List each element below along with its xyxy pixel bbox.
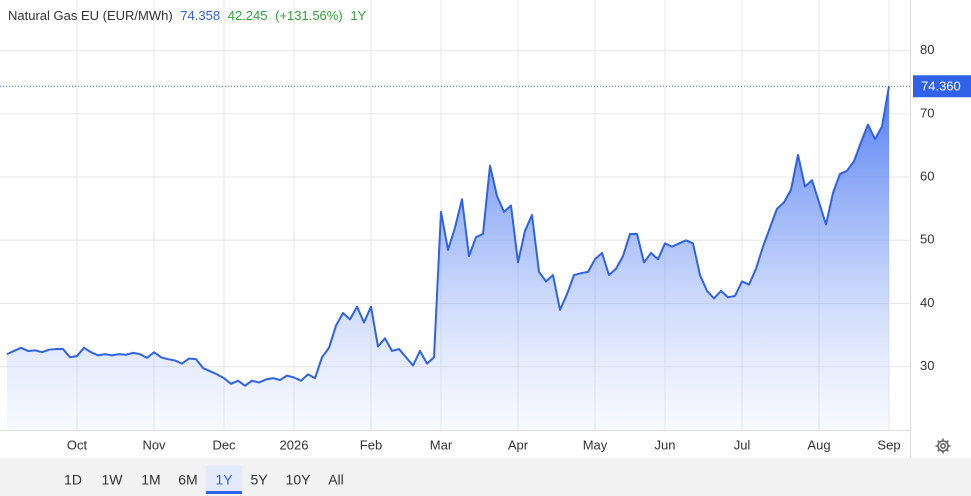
range-button[interactable]: All [328,472,344,488]
y-tick-label: 80 [920,42,934,57]
price-line [6,86,890,387]
x-tick-label: Nov [142,437,166,452]
x-tick-label: Aug [807,437,830,452]
y-tick-label: 30 [920,358,934,373]
header: Natural Gas EU (EUR/MWh) 74.358 42.245 (… [8,8,367,23]
y-tick-label: 70 [920,105,934,120]
area-fill [7,86,889,431]
x-tick-label: Mar [430,437,453,452]
range-button-underline [206,491,242,494]
range-button[interactable]: 1D [64,472,82,488]
header-price: 74.358 [180,8,220,23]
range-button[interactable]: 5Y [250,472,268,488]
x-tick-label: Apr [508,437,529,452]
x-tick-label: May [583,437,608,452]
x-tick-label: Jun [655,437,676,452]
settings-icon[interactable] [935,438,951,454]
x-tick-label: Oct [67,437,88,452]
x-tick-label: 2026 [280,437,309,452]
x-tick-label: Sep [877,437,900,452]
range-button[interactable]: 6M [178,472,197,488]
range-button[interactable]: 10Y [286,472,312,488]
last-price-box [913,75,971,98]
range-button[interactable]: 1M [141,472,160,488]
header-period: 1Y [350,8,366,23]
x-tick-label: Jul [734,437,751,452]
y-tick-label: 60 [920,168,934,183]
last-price-label: 74.360 [921,79,961,94]
y-tick-label: 40 [920,295,934,310]
range-button[interactable]: 1W [102,472,124,488]
y-tick-label: 50 [920,232,934,247]
x-tick-label: Dec [212,437,236,452]
range-button[interactable]: 1Y [215,472,233,488]
header-title: Natural Gas EU (EUR/MWh) [8,8,173,23]
range-button-selected-bg [206,465,242,494]
header-change-pct: (+131.56%) [275,8,343,23]
range-bar [0,458,971,496]
header-change: 42.245 [228,8,268,23]
x-tick-label: Feb [360,437,382,452]
